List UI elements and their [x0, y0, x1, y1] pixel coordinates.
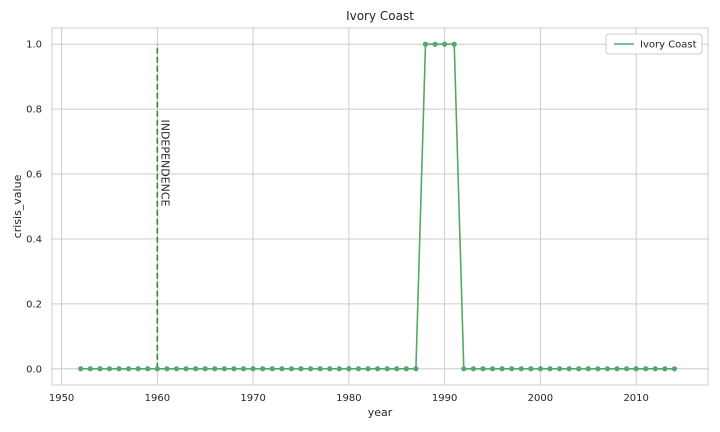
data-point — [260, 366, 266, 372]
annotations: INDEPENDENCE — [156, 44, 171, 369]
series-group — [78, 41, 678, 372]
y-tick-label: 0.2 — [26, 299, 42, 310]
data-point — [154, 366, 160, 372]
x-tick-label: 1950 — [49, 393, 74, 404]
legend: Ivory Coast — [605, 33, 703, 55]
legend-box — [605, 33, 703, 55]
data-point — [327, 366, 333, 372]
legend-label: Ivory Coast — [640, 40, 697, 51]
data-point — [202, 366, 208, 372]
data-point — [671, 366, 678, 372]
data-point — [126, 366, 132, 372]
y-tick-label: 0.8 — [26, 105, 42, 116]
data-point — [78, 366, 84, 372]
data-point — [183, 366, 189, 372]
data-point — [336, 366, 342, 372]
data-point — [556, 366, 563, 372]
y-tick-label: 1.0 — [26, 40, 42, 51]
data-point — [576, 366, 582, 372]
data-point — [164, 366, 170, 372]
data-point — [116, 366, 122, 372]
data-point — [595, 366, 601, 372]
chart-title: Ivory Coast — [346, 9, 414, 23]
data-point — [585, 366, 591, 372]
data-point — [298, 366, 304, 372]
data-point — [566, 366, 572, 372]
data-point — [193, 366, 199, 372]
data-point — [422, 41, 429, 47]
data-point — [145, 366, 151, 372]
data-point — [537, 366, 544, 372]
data-point — [662, 366, 668, 372]
data-point — [480, 366, 486, 372]
data-point — [365, 366, 371, 372]
data-point — [106, 366, 113, 372]
x-tick-label: 1960 — [145, 393, 170, 404]
data-point — [221, 366, 227, 372]
data-point — [489, 366, 496, 372]
x-tick-label: 1970 — [240, 393, 265, 404]
x-tick-labels: 1950 1960 1970 1980 1990 2000 2010 — [49, 393, 649, 404]
data-point — [231, 366, 237, 372]
data-point — [451, 41, 457, 47]
y-tick-labels: 0.0 0.2 0.4 0.6 0.8 1.0 — [26, 40, 42, 376]
data-point — [509, 366, 515, 372]
data-point — [528, 366, 534, 372]
data-point — [240, 366, 247, 372]
y-tick-label: 0.4 — [26, 234, 42, 245]
data-point — [279, 366, 285, 372]
data-point — [375, 366, 381, 372]
data-point — [173, 366, 180, 372]
data-point — [518, 366, 524, 372]
data-point — [212, 366, 218, 372]
data-point — [652, 366, 658, 372]
x-tick-label: 1980 — [336, 393, 361, 404]
data-point — [499, 366, 505, 372]
data-point — [269, 366, 275, 372]
data-point — [470, 366, 476, 372]
data-point — [604, 366, 611, 372]
plot-frame — [51, 27, 709, 386]
data-point — [633, 366, 639, 372]
data-point — [87, 366, 93, 372]
data-point — [614, 366, 620, 372]
data-point — [97, 366, 103, 372]
data-point — [643, 366, 649, 372]
data-point — [317, 366, 323, 372]
x-tick-label: 1990 — [432, 393, 457, 404]
y-axis-label: crisis_value — [11, 174, 24, 238]
data-point — [403, 366, 409, 372]
y-tick-label: 0.0 — [26, 364, 42, 375]
data-point — [442, 41, 448, 47]
x-tick-label: 2000 — [528, 393, 553, 404]
data-point — [461, 366, 467, 372]
x-tick-label: 2010 — [623, 393, 648, 404]
data-point — [432, 41, 438, 47]
data-point — [288, 366, 295, 372]
data-point — [623, 366, 630, 372]
data-point — [394, 366, 400, 372]
data-point — [250, 366, 256, 372]
data-point — [307, 366, 314, 372]
data-point — [547, 366, 553, 372]
data-point — [384, 366, 390, 372]
x-axis-label: year — [368, 406, 393, 419]
y-tick-label: 0.6 — [26, 170, 42, 181]
data-point — [413, 366, 419, 372]
data-point — [135, 366, 141, 372]
independence-label: INDEPENDENCE — [158, 120, 171, 207]
data-point — [355, 366, 362, 372]
data-point — [346, 366, 352, 372]
